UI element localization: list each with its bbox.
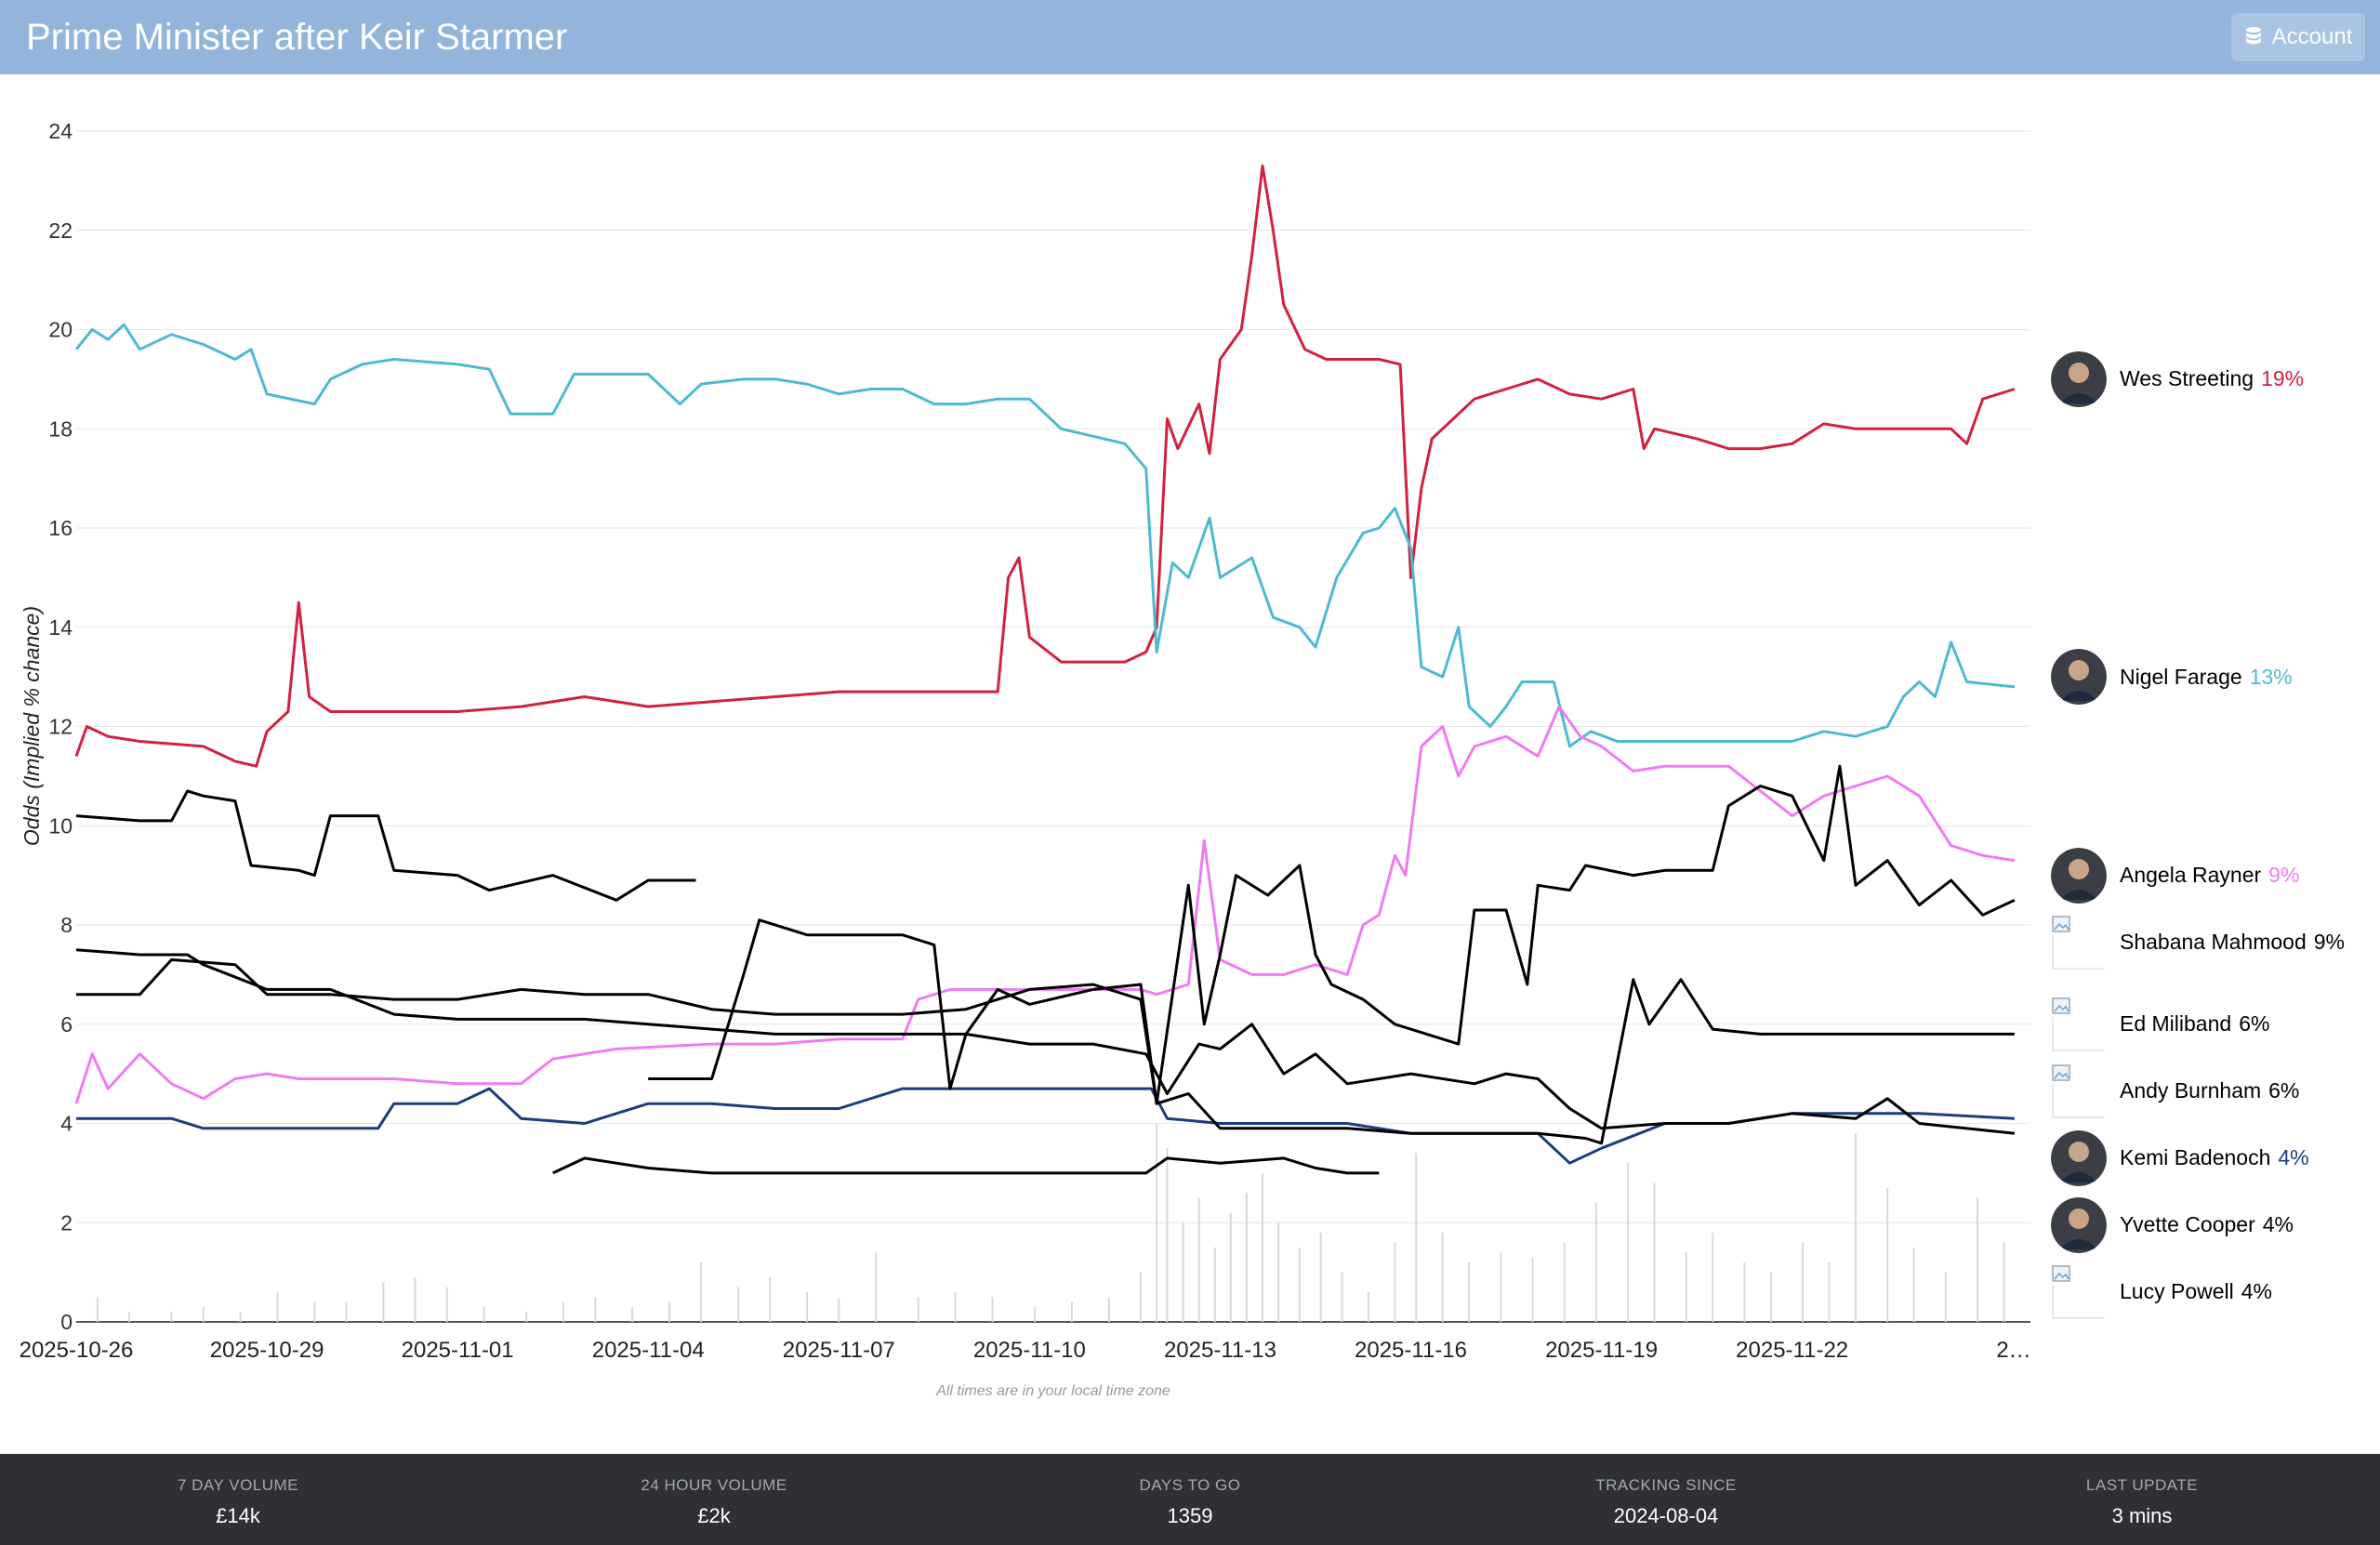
- y-tick-label: 4: [60, 1112, 73, 1136]
- series-line-angela-rayner: [74, 705, 2016, 1104]
- legend-percent: 4%: [2278, 1145, 2309, 1170]
- person-avatar-icon: [2051, 847, 2107, 904]
- stat-label: 24 HOUR VOLUME: [641, 1476, 787, 1494]
- legend-item-kemi-badenoch[interactable]: Kemi Badenoch 4%: [2051, 1129, 2309, 1188]
- y-tick-label: 22: [48, 218, 73, 243]
- account-label: Account: [2271, 24, 2353, 49]
- stat-value: 1359: [1167, 1504, 1213, 1527]
- y-tick-label: 18: [48, 416, 73, 441]
- person-avatar-icon: [2051, 1196, 2107, 1253]
- legend-name: Kemi Badenoch: [2120, 1145, 2271, 1170]
- stat-label: 7 DAY VOLUME: [177, 1476, 299, 1494]
- stat-label: TRACKING SINCE: [1595, 1476, 1737, 1494]
- legend-item-andy-burnham[interactable]: Andy Burnham 6%: [2051, 1062, 2299, 1121]
- grid-lines: [76, 130, 2030, 1323]
- series-line-kemi-badenoch: [76, 1087, 2015, 1165]
- stat-value: £14k: [216, 1504, 260, 1527]
- legend-name: Ed Miliband: [2120, 1011, 2232, 1037]
- header-bar: Prime Minister after Keir Starmer Accoun…: [0, 0, 2380, 74]
- x-tick-label: 2025-11-22: [1736, 1338, 1848, 1363]
- series-line-nigel-farage: [74, 323, 2016, 748]
- legend-name: Shabana Mahmood: [2120, 930, 2307, 955]
- stat-label: DAYS TO GO: [1139, 1476, 1241, 1494]
- page-title: Prime Minister after Keir Starmer: [26, 17, 568, 58]
- legend-percent: 19%: [2261, 366, 2305, 391]
- person-avatar-icon: [2051, 1129, 2107, 1186]
- legend-item-lucy-powell[interactable]: Lucy Powell 4%: [2051, 1262, 2272, 1322]
- y-tick-label: 20: [48, 318, 73, 342]
- series-line-ed-miliband: [648, 764, 2016, 1105]
- legend-item-wes-streeting[interactable]: Wes Streeting 19%: [2051, 350, 2304, 409]
- stat-label: LAST UPDATE: [2085, 1476, 2199, 1494]
- database-icon: [2245, 27, 2261, 45]
- legend-item-shabana-mahmood[interactable]: Shabana Mahmood 9%: [2051, 913, 2345, 972]
- series-line-yvette-cooper: [76, 957, 2015, 1145]
- stat-value: 2024-08-04: [1613, 1504, 1719, 1527]
- x-tick-label: 2025-11-10: [973, 1338, 1086, 1363]
- stat-7-day-volume: 7 DAY VOLUME £14k: [0, 1454, 476, 1545]
- y-tick-label: 12: [48, 715, 73, 739]
- y-tick-label: 16: [48, 516, 73, 540]
- timezone-note: All times are in your local time zone: [935, 1383, 1170, 1399]
- stats-footer: 7 DAY VOLUME £14k 24 HOUR VOLUME £2k DAYS TO…: [0, 1454, 2380, 1545]
- x-tick-label: 2025-11-07: [783, 1338, 895, 1363]
- y-tick-label: 8: [60, 913, 73, 937]
- broken-image-icon: [2051, 1263, 2107, 1320]
- legend-percent: 4%: [2262, 1212, 2294, 1237]
- legend-item-yvette-cooper[interactable]: Yvette Cooper 4%: [2051, 1195, 2294, 1255]
- x-tick-label: 2…: [1996, 1338, 2030, 1363]
- y-axis-label: Odds (Implied % chance): [20, 606, 44, 846]
- legend-item-nigel-farage[interactable]: Nigel Farage 13%: [2051, 647, 2293, 706]
- y-tick-label: 2: [60, 1210, 73, 1235]
- y-tick-label: 24: [48, 119, 73, 143]
- series-line-shabana-mahmood: [75, 789, 696, 902]
- stat-tracking-since: TRACKING SINCE 2024-08-04: [1428, 1454, 1904, 1545]
- volume-bars: [96, 1123, 2005, 1322]
- legend-name: Angela Rayner: [2120, 863, 2262, 888]
- person-avatar-icon: [2051, 350, 2107, 407]
- x-tick-label: 2025-10-29: [210, 1338, 324, 1363]
- series-line-wes-streeting: [74, 164, 2016, 768]
- x-tick-label: 2025-11-01: [402, 1338, 514, 1363]
- broken-image-icon: [2051, 996, 2107, 1052]
- broken-image-icon: [2051, 1063, 2107, 1119]
- stat-24-hour-volume: 24 HOUR VOLUME £2k: [476, 1454, 952, 1545]
- legend-percent: 9%: [2313, 930, 2346, 955]
- x-tick-label: 2025-11-13: [1164, 1338, 1276, 1363]
- legend-name: Yvette Cooper: [2120, 1212, 2255, 1237]
- y-tick-label: 14: [48, 615, 73, 640]
- account-button[interactable]: Account: [2231, 13, 2365, 61]
- x-tick-label: 2025-11-19: [1545, 1338, 1658, 1363]
- legend-percent: 9%: [2268, 863, 2300, 888]
- stat-value: 3 mins: [2111, 1504, 2173, 1527]
- stat-last-update: LAST UPDATE 3 mins: [1904, 1454, 2380, 1545]
- person-avatar-icon: [2051, 649, 2107, 706]
- x-tick-label: 2025-11-04: [592, 1338, 705, 1363]
- broken-image-icon: [2051, 914, 2107, 971]
- x-tick-label: 2025-10-26: [20, 1338, 134, 1363]
- legend-name: Nigel Farage: [2120, 664, 2242, 689]
- legend-name: Wes Streeting: [2120, 366, 2254, 391]
- series-lines: [74, 164, 2016, 1175]
- x-tick-label: 2025-11-16: [1355, 1338, 1467, 1363]
- y-tick-label: 6: [60, 1012, 73, 1037]
- series-line-lucy-powell: [552, 1156, 1380, 1175]
- legend-percent: 6%: [2239, 1011, 2270, 1037]
- legend-percent: 6%: [2268, 1078, 2300, 1103]
- legend-name: Lucy Powell: [2120, 1279, 2234, 1304]
- legend-percent: 4%: [2241, 1279, 2272, 1304]
- stat-days-to-go: DAYS TO GO 1359: [952, 1454, 1428, 1545]
- series-line-andy-burnham: [75, 948, 2016, 1135]
- legend-name: Andy Burnham: [2120, 1078, 2262, 1103]
- legend-item-ed-miliband[interactable]: Ed Miliband 6%: [2051, 995, 2269, 1054]
- stat-value: £2k: [697, 1504, 731, 1527]
- legend-percent: 13%: [2249, 664, 2293, 689]
- legend-item-angela-rayner[interactable]: Angela Rayner 9%: [2051, 846, 2299, 905]
- y-tick-label: 0: [60, 1310, 73, 1334]
- y-tick-label: 10: [48, 813, 73, 838]
